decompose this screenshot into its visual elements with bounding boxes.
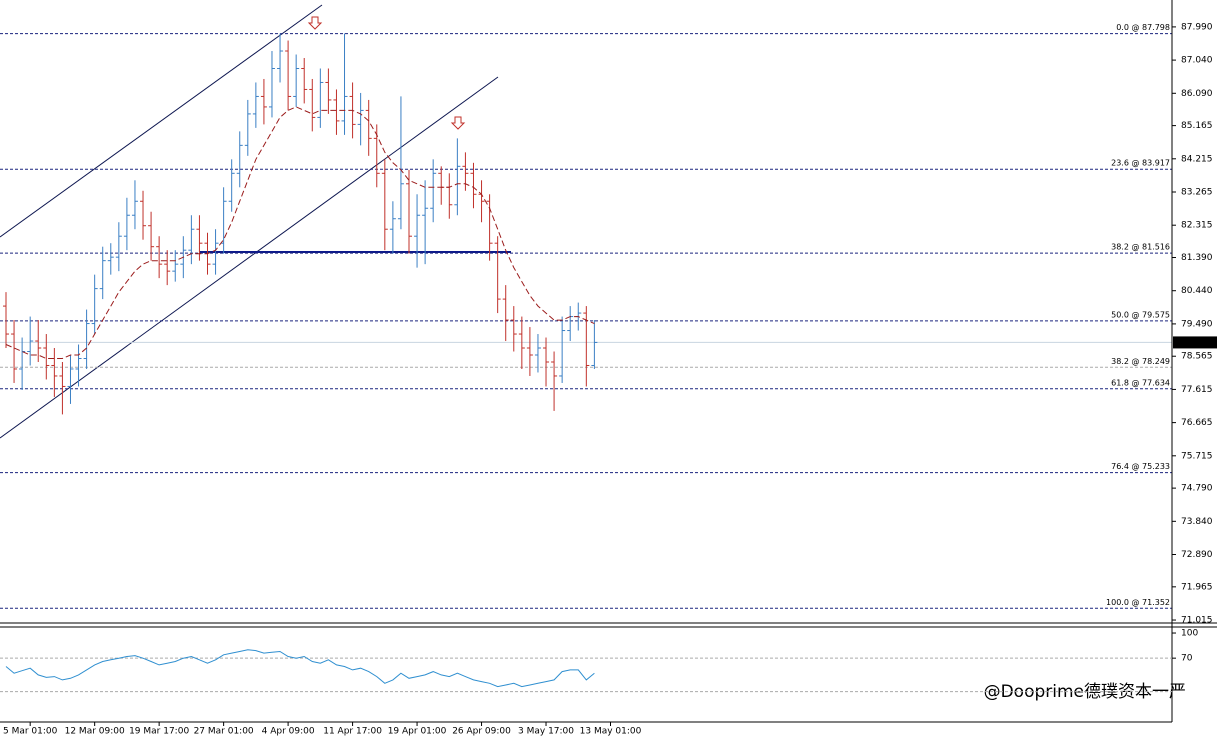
y-tick-label: 72.890: [1181, 550, 1213, 560]
x-tick-label: 19 Mar 17:00: [129, 727, 189, 737]
y-tick-label: 83.265: [1181, 188, 1213, 198]
x-tick-label: 27 Mar 01:00: [194, 727, 254, 737]
y-tick-label: 79.490: [1181, 319, 1213, 329]
y-tick-label: 74.790: [1181, 484, 1213, 494]
y-tick-label: 71.965: [1181, 582, 1213, 592]
fib-label: 38.2 @ 78.249: [1111, 357, 1170, 366]
channel-upper: [0, 4, 323, 238]
fib-label: 76.4 @ 75.233: [1111, 462, 1170, 471]
price-panel: [0, 4, 1172, 609]
arrow-marker: [307, 16, 323, 30]
y-tick-label: 71.015: [1181, 616, 1213, 626]
y-tick-label: 73.840: [1181, 517, 1213, 527]
watermark: @Dooprime德璞资本一严: [984, 682, 1186, 702]
oscillator-line: [5, 649, 595, 688]
y-tick-label: 77.615: [1181, 385, 1213, 395]
y-tick-label: 82.315: [1181, 221, 1213, 231]
y-tick-label: 85.165: [1181, 121, 1213, 131]
fib-label: 61.8 @ 77.634: [1111, 378, 1170, 387]
y-tick-label: 100: [1181, 629, 1198, 639]
x-tick-label: 5 Mar 01:00: [3, 727, 58, 737]
last-price-label: 78.960: [1178, 338, 1210, 348]
y-tick-label: 84.215: [1181, 154, 1213, 164]
moving-average: [5, 106, 595, 359]
x-tick-label: 11 Apr 17:00: [323, 727, 382, 737]
fib-label: 0.0 @ 87.798: [1116, 23, 1170, 32]
x-tick-label: 4 Apr 09:00: [262, 727, 315, 737]
arrow-marker: [450, 116, 466, 130]
y-tick-label: 78.565: [1181, 352, 1213, 362]
x-tick-label: 19 Apr 01:00: [388, 727, 447, 737]
y-tick-label: 75.715: [1181, 451, 1213, 461]
y-tick-label: 86.090: [1181, 89, 1213, 99]
y-tick-label: 87.990: [1181, 22, 1213, 32]
fib-label: 50.0 @ 79.575: [1111, 310, 1170, 319]
x-tick-label: 12 Mar 09:00: [65, 727, 125, 737]
y-tick-label: 80.440: [1181, 286, 1213, 296]
y-tick-label: 87.040: [1181, 56, 1213, 66]
channel-lower: [0, 76, 499, 439]
fib-label: 100.0 @ 71.352: [1106, 598, 1170, 607]
y-tick-label: 70: [1181, 654, 1193, 664]
x-tick-label: 26 Apr 09:00: [452, 727, 511, 737]
last-price-box: [1173, 336, 1217, 349]
x-tick-label: 13 May 01:00: [580, 727, 642, 737]
fib-label: 38.2 @ 81.516: [1111, 243, 1170, 252]
fib-label: 23.6 @ 83.917: [1111, 159, 1170, 168]
y-tick-label: 81.390: [1181, 253, 1213, 263]
x-tick-label: 3 May 17:00: [518, 727, 574, 737]
y-tick-label: 76.665: [1181, 418, 1213, 428]
